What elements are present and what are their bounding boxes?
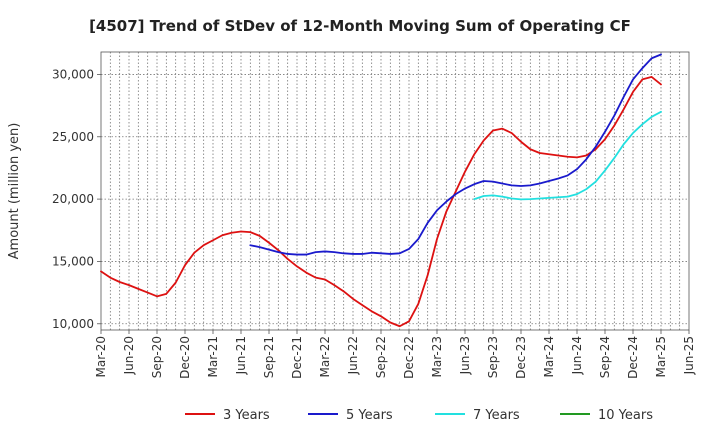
x-tick-label: Mar-25 xyxy=(654,336,668,377)
y-tick-label: 30,000 xyxy=(52,67,94,81)
y-tick-label: 10,000 xyxy=(52,317,94,331)
plot-frame xyxy=(100,51,690,331)
legend-label-10-years: 10 Years xyxy=(598,408,653,423)
y-axis-label: Amount (million yen) xyxy=(7,123,22,260)
series-line-7-years xyxy=(473,110,662,201)
x-tick-label: Jun-22 xyxy=(346,336,360,375)
x-axis-ticks: Mar-20 Jun-20 Sep-20 Dec-20 Mar-21 Jun-21 Sep-… xyxy=(94,330,696,379)
chart-title: [4507] Trend of StDev of 12-Month Moving… xyxy=(89,17,631,35)
series-line-5-years xyxy=(249,53,662,256)
x-tick-label: Mar-22 xyxy=(318,336,332,377)
x-tick-label: Mar-21 xyxy=(206,336,220,377)
x-tick-label: Jun-21 xyxy=(234,336,248,375)
legend-label-5-years: 5 Years xyxy=(346,408,393,423)
series-layer xyxy=(100,53,662,328)
x-tick-label: Mar-20 xyxy=(94,336,108,377)
x-tick-label: Dec-22 xyxy=(402,336,416,379)
x-tick-label: Dec-21 xyxy=(290,336,304,379)
x-tick-label: Sep-22 xyxy=(374,336,388,378)
legend-label-3-years: 3 Years xyxy=(223,408,270,423)
series-line-3-years xyxy=(100,76,662,328)
y-tick-label: 15,000 xyxy=(52,254,94,268)
x-tick-label: Jun-25 xyxy=(682,336,696,375)
grid-layer xyxy=(101,52,689,330)
x-tick-label: Sep-24 xyxy=(598,336,612,378)
x-tick-label: Sep-23 xyxy=(486,336,500,378)
x-tick-label: Jun-24 xyxy=(570,336,584,375)
x-tick-label: Sep-20 xyxy=(150,336,164,378)
x-tick-label: Mar-24 xyxy=(542,336,556,377)
x-tick-label: Jun-20 xyxy=(122,336,136,375)
x-tick-label: Dec-23 xyxy=(514,336,528,379)
y-axis-ticks: 10,000 15,000 20,000 25,000 30,000 xyxy=(52,67,101,331)
legend-label-7-years: 7 Years xyxy=(473,408,520,423)
x-tick-label: Dec-24 xyxy=(626,336,640,379)
x-tick-label: Mar-23 xyxy=(430,336,444,377)
y-tick-label: 20,000 xyxy=(52,192,94,206)
legend: 3 Years 5 Years 7 Years 10 Years xyxy=(185,408,653,423)
y-tick-label: 25,000 xyxy=(52,130,94,144)
x-tick-label: Dec-20 xyxy=(178,336,192,379)
x-tick-label: Jun-23 xyxy=(458,336,472,375)
x-tick-label: Sep-21 xyxy=(262,336,276,378)
